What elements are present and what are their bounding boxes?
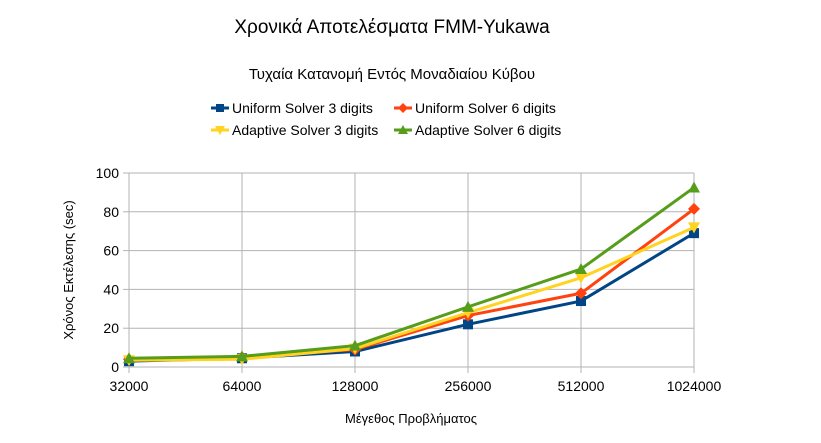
data-point: [575, 263, 587, 275]
x-axis-ticks: 32000 64000 128000 256000 512000 1024000: [110, 378, 722, 394]
x-tick-label: 1024000: [667, 378, 722, 394]
data-point: [688, 222, 700, 234]
series-4: [123, 181, 700, 364]
x-tick-label: 256000: [445, 378, 492, 394]
chart-title: Χρονικά Αποτελέσματα FMM-Yukawa: [234, 17, 550, 38]
y-tick-label: 20: [103, 320, 119, 336]
series-line: [128, 231, 695, 363]
legend-item: Adaptive Solver 6 digits: [394, 122, 561, 138]
y-tick-label: 100: [96, 165, 120, 181]
x-tick-label: 512000: [558, 378, 605, 394]
y-tick-label: 60: [103, 243, 119, 259]
legend-label: Uniform Solver 6 digits: [415, 100, 556, 116]
data-point: [688, 181, 700, 193]
data-point: [463, 319, 473, 330]
legend-marker: [216, 104, 224, 112]
series-1: [124, 228, 699, 367]
legend-marker: [398, 103, 408, 113]
legend-item: Uniform Solver 3 digits: [211, 100, 373, 116]
y-tick-label: 40: [103, 281, 119, 297]
data-point: [349, 339, 361, 351]
grid: [123, 172, 695, 373]
legend-label: Adaptive Solver 3 digits: [232, 122, 378, 138]
chart-subtitle: Τυχαία Κατανομή Εντός Μοναδιαίου Κύβου: [249, 66, 535, 83]
legend-label: Adaptive Solver 6 digits: [415, 122, 561, 138]
data-point: [123, 352, 135, 364]
series-line: [128, 225, 695, 362]
data-point: [575, 287, 587, 300]
y-tick-label: 0: [111, 359, 119, 375]
legend-item: Uniform Solver 6 digits: [394, 100, 556, 116]
legend-label: Uniform Solver 3 digits: [232, 100, 373, 116]
plot-series: [123, 181, 700, 367]
x-tick-label: 64000: [223, 378, 262, 394]
legend-marker: [215, 126, 225, 135]
data-point: [462, 300, 474, 312]
legend-marker: [398, 125, 408, 134]
legend-item: Adaptive Solver 3 digits: [211, 122, 378, 138]
y-axis-label: Χρόνος Εκτέλεσης (sec): [61, 200, 76, 339]
y-axis-ticks: 0 20 40 60 80 100: [96, 165, 120, 375]
x-axis-label: Μέγεθος Προβλήματος: [345, 411, 477, 426]
legend: Uniform Solver 3 digits Uniform Solver 6 …: [211, 100, 561, 138]
data-point: [236, 350, 248, 362]
data-point: [575, 272, 587, 284]
x-tick-label: 32000: [110, 378, 149, 394]
x-tick-label: 128000: [332, 378, 379, 394]
series-line: [128, 186, 695, 360]
series-2: [123, 202, 700, 366]
y-tick-label: 80: [103, 204, 119, 220]
data-point: [576, 296, 586, 307]
data-point: [688, 202, 700, 215]
